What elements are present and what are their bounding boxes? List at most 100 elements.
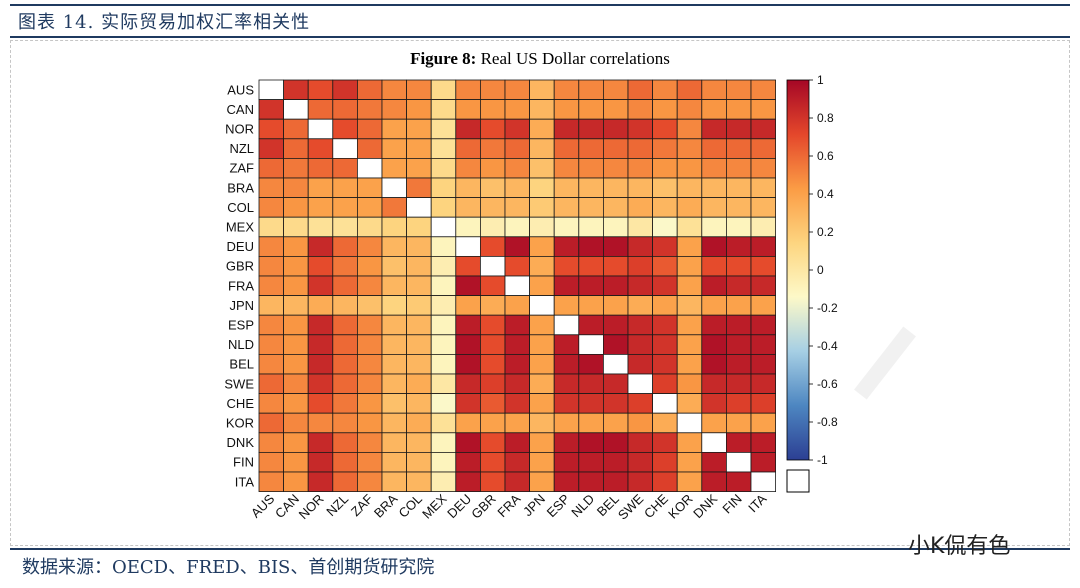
heatmap-cell-kor-nor: [307, 412, 334, 434]
heatmap-cell-dnk-nor: [307, 432, 334, 453]
heatmap-cell-gbr-kor: [676, 255, 703, 277]
heatmap-cell-esp-deu: [455, 314, 481, 336]
colorbar: 1 0.8 0.6 0.4 0.2 0 -0.2 -0.4 -0.6 -0.8 -1: [786, 73, 838, 467]
heatmap-cell-mex-nld: [578, 216, 604, 238]
heatmap-cell-gbr-esp: [553, 255, 580, 277]
heatmap-cell-gbr-jpn: [529, 255, 555, 277]
column-label-nor: NOR: [296, 491, 327, 522]
column-label-fin: FIN: [719, 491, 744, 516]
heatmap-cell-zaf-swe: [627, 158, 654, 179]
heatmap-cell-jpn-mex: [430, 295, 457, 316]
row-label-dnk: DNK: [227, 435, 255, 450]
heatmap-cell-kor-zaf: [356, 412, 383, 434]
heatmap-cell-fin-nld: [578, 451, 604, 473]
heatmap-cell-nld-gbr: [479, 334, 506, 355]
heatmap-cell-ita-dnk: [701, 471, 727, 493]
heatmap-cell-nld-bel: [603, 334, 629, 355]
heatmap-cell-col-zaf: [356, 197, 383, 218]
heatmap-cell-nor-ita: [750, 118, 777, 140]
heatmap-cell-col-ita: [750, 197, 777, 218]
row-label-aus: AUS: [227, 82, 254, 97]
colorbar-gradient: [786, 79, 810, 461]
heatmap-cell-jpn-fin: [726, 295, 752, 316]
heatmap-cell-aus-gbr: [479, 79, 506, 101]
heatmap-cell-ita-nld: [578, 471, 604, 493]
heatmap-cell-fra-col: [406, 275, 432, 297]
heatmap-cell-jpn-jpn: [529, 295, 555, 316]
heatmap-cell-fin-col: [406, 451, 432, 473]
heatmap-cell-mex-jpn: [529, 216, 555, 238]
heatmap-cell-bel-mex: [430, 353, 457, 375]
heatmap-cell-zaf-aus: [258, 158, 285, 179]
heatmap-cell-nor-nzl: [332, 118, 358, 140]
heatmap-cell-bel-can: [283, 353, 309, 375]
row-label-ita: ITA: [235, 474, 255, 489]
heatmap-cell-swe-swe: [627, 373, 654, 395]
heatmap-cell-nor-fin: [726, 118, 752, 140]
heatmap-cell-deu-mex: [430, 236, 457, 257]
heatmap-cell-can-mex: [430, 99, 457, 120]
heatmap-cell-fin-nor: [307, 451, 334, 473]
heatmap-cell-col-bra: [381, 197, 408, 218]
heatmap-cell-jpn-bra: [381, 295, 408, 316]
heatmap-cell-esp-jpn: [529, 314, 555, 336]
heatmap-cell-che-swe: [627, 393, 654, 414]
heatmap-cell-che-deu: [455, 393, 481, 414]
heatmap-cell-che-esp: [553, 393, 580, 414]
column-label-aus: AUS: [248, 491, 278, 521]
heatmap-cell-che-col: [406, 393, 432, 414]
row-label-mex: MEX: [226, 220, 255, 235]
heatmap-cell-jpn-dnk: [701, 295, 727, 316]
heatmap-cell-mex-fra: [504, 216, 531, 238]
heatmap-cell-che-dnk: [701, 393, 727, 414]
heatmap-cell-kor-mex: [430, 412, 457, 434]
heatmap-cell-col-nor: [307, 197, 334, 218]
heatmap-cell-gbr-mex: [430, 255, 457, 277]
heatmap-cell-esp-bra: [381, 314, 408, 336]
heatmap-cell-nor-esp: [553, 118, 580, 140]
heatmap-cell-che-mex: [430, 393, 457, 414]
heatmap-cell-fin-fra: [504, 451, 531, 473]
heatmap-cell-ita-col: [406, 471, 432, 493]
colorbar-tick-label: -0.8: [817, 415, 838, 429]
heatmap-cell-bra-zaf: [356, 177, 383, 199]
heatmap-cell-nzl-col: [406, 138, 432, 159]
heatmap-cell-fra-gbr: [479, 275, 506, 297]
heatmap-cell-can-can: [283, 99, 309, 120]
heatmap-cell-aus-dnk: [701, 79, 727, 101]
heatmap-cell-jpn-can: [283, 295, 309, 316]
heatmap-cell-fra-dnk: [701, 275, 727, 297]
heatmap-cell-deu-nld: [578, 236, 604, 257]
heatmap-cell-ita-swe: [627, 471, 654, 493]
heatmap-cell-nor-fra: [504, 118, 531, 140]
heatmap-cell-esp-nzl: [332, 314, 358, 336]
heatmap-cell-bra-nzl: [332, 177, 358, 199]
heatmap-cell-gbr-aus: [258, 255, 285, 277]
heatmap-cell-kor-che: [652, 412, 678, 434]
heatmap-cell-dnk-dnk: [701, 432, 727, 453]
heatmap-cell-kor-nzl: [332, 412, 358, 434]
heatmap-cell-can-ita: [750, 99, 777, 120]
heatmap-cell-bel-zaf: [356, 353, 383, 375]
heatmap-cell-deu-fra: [504, 236, 531, 257]
heatmap-cell-can-col: [406, 99, 432, 120]
heatmap-cell-kor-fra: [504, 412, 531, 434]
heatmap-cell-mex-bel: [603, 216, 629, 238]
heatmap-cell-ita-can: [283, 471, 309, 493]
heatmap-cell-esp-aus: [258, 314, 285, 336]
heatmap-cell-che-nzl: [332, 393, 358, 414]
heatmap-cell-col-bel: [603, 197, 629, 218]
heatmap-cell-nld-kor: [676, 334, 703, 355]
row-label-nor: NOR: [225, 122, 254, 137]
heatmap-cell-can-nld: [578, 99, 604, 120]
heatmap-cell-mex-aus: [258, 216, 285, 238]
heatmap-cell-can-aus: [258, 99, 285, 120]
header-rule: [10, 4, 1070, 6]
colorbar-tick-label: 0.4: [817, 187, 834, 201]
heatmap-cell-bel-fra: [504, 353, 531, 375]
heatmap-cell-fin-swe: [627, 451, 654, 473]
heatmap-cell-nor-bel: [603, 118, 629, 140]
heatmap-cell-ita-bel: [603, 471, 629, 493]
heatmap-cell-zaf-col: [406, 158, 432, 179]
heatmap-cell-col-fin: [726, 197, 752, 218]
